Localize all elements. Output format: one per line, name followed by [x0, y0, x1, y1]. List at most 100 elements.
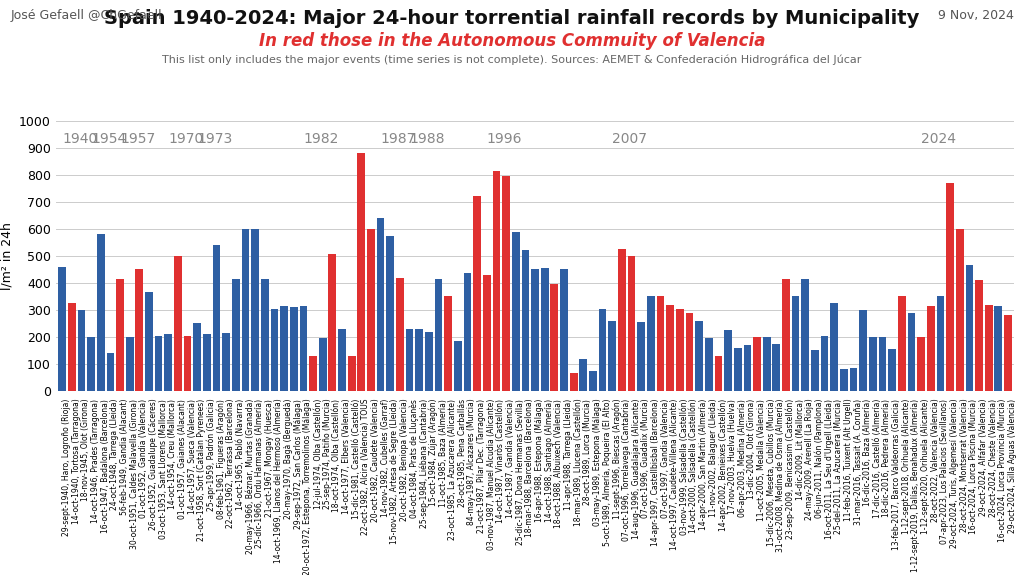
Bar: [608, 321, 616, 391]
Bar: [406, 329, 414, 391]
Bar: [763, 338, 770, 391]
Text: 1957: 1957: [120, 132, 156, 145]
Bar: [551, 284, 558, 391]
Bar: [820, 336, 828, 391]
Bar: [541, 268, 549, 391]
Bar: [628, 256, 636, 391]
Bar: [309, 356, 316, 391]
Bar: [792, 297, 800, 391]
Bar: [454, 341, 462, 391]
Bar: [676, 309, 684, 391]
Text: 1982: 1982: [303, 132, 339, 145]
Bar: [300, 306, 307, 391]
Bar: [840, 369, 848, 391]
Bar: [985, 305, 992, 391]
Bar: [772, 344, 780, 391]
Bar: [126, 337, 133, 391]
Bar: [830, 303, 838, 391]
Bar: [251, 229, 259, 391]
Bar: [377, 218, 384, 391]
Bar: [502, 176, 510, 391]
Text: In red those in the Autonomous Commuity of Valencia: In red those in the Autonomous Commuity …: [259, 32, 765, 49]
Bar: [338, 329, 346, 391]
Bar: [155, 336, 163, 391]
Bar: [966, 265, 973, 391]
Bar: [1005, 315, 1012, 391]
Bar: [782, 279, 790, 391]
Bar: [444, 297, 452, 391]
Text: 1940: 1940: [62, 132, 97, 145]
Bar: [203, 334, 211, 391]
Bar: [348, 356, 355, 391]
Bar: [290, 307, 298, 391]
Text: 2024: 2024: [922, 132, 956, 145]
Bar: [87, 337, 95, 391]
Bar: [232, 278, 240, 391]
Bar: [135, 269, 143, 391]
Bar: [955, 229, 964, 391]
Bar: [165, 334, 172, 391]
Bar: [850, 368, 857, 391]
Text: 1996: 1996: [486, 132, 522, 145]
Bar: [68, 303, 76, 391]
Bar: [97, 234, 104, 391]
Bar: [994, 306, 1002, 391]
Text: Spain 1940-2024: Major 24-hour torrential rainfall records by Municipality: Spain 1940-2024: Major 24-hour torrentia…: [104, 9, 920, 28]
Bar: [145, 292, 153, 391]
Bar: [473, 197, 481, 391]
Bar: [898, 297, 905, 391]
Bar: [512, 232, 519, 391]
Bar: [743, 345, 752, 391]
Bar: [416, 329, 423, 391]
Bar: [667, 305, 674, 391]
Bar: [975, 280, 983, 391]
Bar: [618, 249, 626, 391]
Bar: [695, 321, 703, 391]
Bar: [859, 310, 867, 391]
Bar: [270, 309, 279, 391]
Bar: [58, 267, 66, 391]
Bar: [569, 373, 578, 391]
Bar: [647, 296, 654, 391]
Bar: [918, 337, 925, 391]
Bar: [521, 250, 529, 391]
Y-axis label: l/m² in 24h: l/m² in 24h: [0, 222, 13, 290]
Bar: [811, 350, 819, 391]
Bar: [281, 306, 288, 391]
Bar: [318, 338, 327, 391]
Bar: [261, 279, 268, 391]
Bar: [531, 269, 539, 391]
Text: 1987: 1987: [381, 132, 416, 145]
Bar: [637, 322, 645, 391]
Bar: [483, 275, 490, 391]
Bar: [599, 309, 606, 391]
Bar: [78, 310, 85, 391]
Bar: [937, 297, 944, 391]
Bar: [656, 297, 665, 391]
Bar: [386, 236, 394, 391]
Bar: [329, 254, 336, 391]
Bar: [116, 279, 124, 391]
Bar: [888, 349, 896, 391]
Bar: [493, 171, 501, 391]
Bar: [734, 348, 741, 391]
Bar: [927, 306, 935, 391]
Bar: [213, 245, 220, 391]
Text: 9 Nov, 2024: 9 Nov, 2024: [938, 9, 1014, 22]
Bar: [242, 229, 250, 391]
Bar: [425, 332, 433, 391]
Bar: [705, 338, 713, 391]
Bar: [869, 337, 877, 391]
Bar: [464, 274, 471, 391]
Bar: [194, 323, 201, 391]
Bar: [589, 371, 597, 391]
Bar: [715, 356, 722, 391]
Bar: [879, 337, 887, 391]
Bar: [946, 183, 954, 391]
Bar: [686, 313, 693, 391]
Bar: [222, 333, 230, 391]
Bar: [396, 278, 403, 391]
Bar: [802, 278, 809, 391]
Text: 1970: 1970: [168, 132, 204, 145]
Bar: [434, 279, 442, 391]
